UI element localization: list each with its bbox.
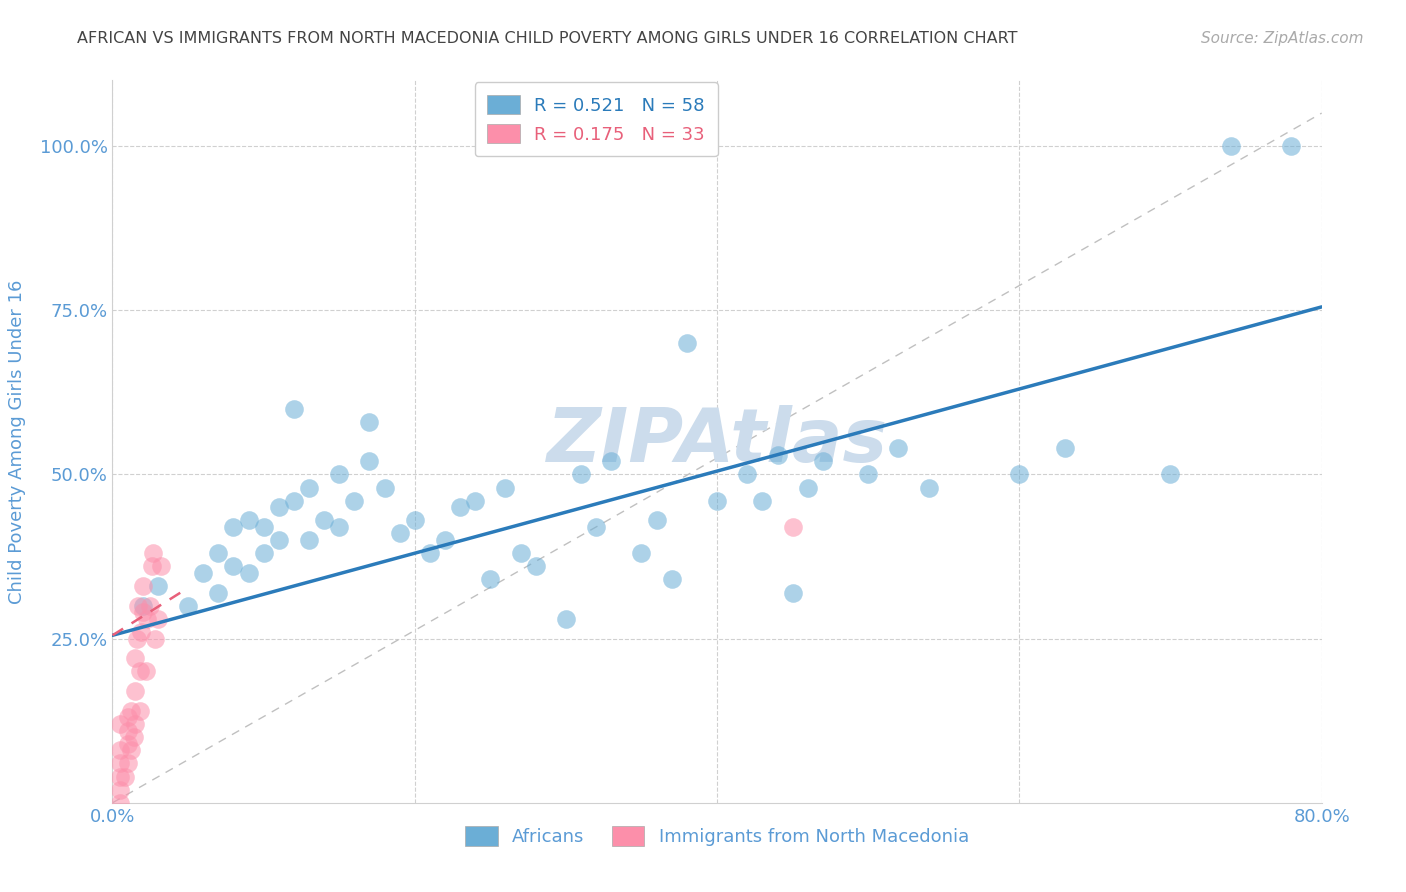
Point	[143, 632, 166, 646]
Point	[1159, 467, 1181, 482]
Point	[222, 559, 245, 574]
Point	[124, 651, 146, 665]
Legend: Africans, Immigrants from North Macedonia: Africans, Immigrants from North Macedoni…	[453, 814, 981, 859]
Point	[782, 520, 804, 534]
Point	[388, 526, 411, 541]
Point	[283, 401, 305, 416]
Point	[238, 513, 260, 527]
Point	[128, 665, 150, 679]
Point	[108, 796, 131, 810]
Point	[554, 612, 576, 626]
Point	[120, 704, 142, 718]
Point	[128, 704, 150, 718]
Point	[132, 605, 155, 619]
Point	[267, 533, 290, 547]
Point	[117, 710, 139, 724]
Point	[328, 467, 350, 482]
Point	[811, 454, 834, 468]
Point	[108, 782, 131, 797]
Point	[359, 454, 381, 468]
Text: AFRICAN VS IMMIGRANTS FROM NORTH MACEDONIA CHILD POVERTY AMONG GIRLS UNDER 16 CO: AFRICAN VS IMMIGRANTS FROM NORTH MACEDON…	[77, 31, 1018, 46]
Point	[796, 481, 818, 495]
Point	[464, 493, 486, 508]
Point	[136, 612, 159, 626]
Point	[887, 441, 910, 455]
Point	[585, 520, 607, 534]
Point	[1220, 139, 1243, 153]
Point	[675, 336, 697, 351]
Point	[117, 723, 139, 738]
Point	[856, 467, 880, 482]
Point	[495, 481, 517, 495]
Point	[298, 533, 321, 547]
Text: ZIPAtlas: ZIPAtlas	[547, 405, 887, 478]
Point	[108, 770, 131, 784]
Point	[524, 559, 547, 574]
Point	[139, 599, 162, 613]
Point	[222, 520, 245, 534]
Point	[253, 520, 276, 534]
Point	[328, 520, 350, 534]
Point	[404, 513, 426, 527]
Point	[645, 513, 668, 527]
Point	[419, 546, 441, 560]
Point	[141, 559, 163, 574]
Point	[207, 546, 229, 560]
Point	[374, 481, 396, 495]
Point	[120, 743, 142, 757]
Point	[108, 743, 131, 757]
Point	[108, 717, 131, 731]
Point	[135, 665, 157, 679]
Point	[661, 573, 683, 587]
Point	[1008, 467, 1031, 482]
Point	[433, 533, 456, 547]
Point	[359, 415, 381, 429]
Point	[283, 493, 305, 508]
Point	[117, 737, 139, 751]
Point	[122, 730, 145, 744]
Point	[146, 612, 169, 626]
Point	[117, 756, 139, 771]
Point	[127, 599, 149, 613]
Point	[207, 585, 229, 599]
Point	[267, 500, 290, 515]
Text: Source: ZipAtlas.com: Source: ZipAtlas.com	[1201, 31, 1364, 46]
Point	[314, 513, 336, 527]
Point	[918, 481, 941, 495]
Point	[114, 770, 136, 784]
Point	[125, 632, 148, 646]
Point	[343, 493, 366, 508]
Point	[191, 566, 214, 580]
Point	[737, 467, 759, 482]
Point	[751, 493, 773, 508]
Point	[129, 625, 152, 640]
Point	[146, 579, 169, 593]
Point	[1279, 139, 1302, 153]
Point	[782, 585, 804, 599]
Point	[569, 467, 592, 482]
Point	[1053, 441, 1076, 455]
Point	[142, 546, 165, 560]
Point	[253, 546, 276, 560]
Point	[509, 546, 531, 560]
Point	[132, 579, 155, 593]
Point	[108, 756, 131, 771]
Point	[706, 493, 728, 508]
Y-axis label: Child Poverty Among Girls Under 16: Child Poverty Among Girls Under 16	[7, 279, 25, 604]
Point	[449, 500, 471, 515]
Point	[124, 684, 146, 698]
Point	[177, 599, 200, 613]
Point	[149, 559, 172, 574]
Point	[766, 448, 789, 462]
Point	[298, 481, 321, 495]
Point	[124, 717, 146, 731]
Point	[600, 454, 623, 468]
Point	[132, 599, 155, 613]
Point	[479, 573, 502, 587]
Point	[630, 546, 652, 560]
Point	[238, 566, 260, 580]
